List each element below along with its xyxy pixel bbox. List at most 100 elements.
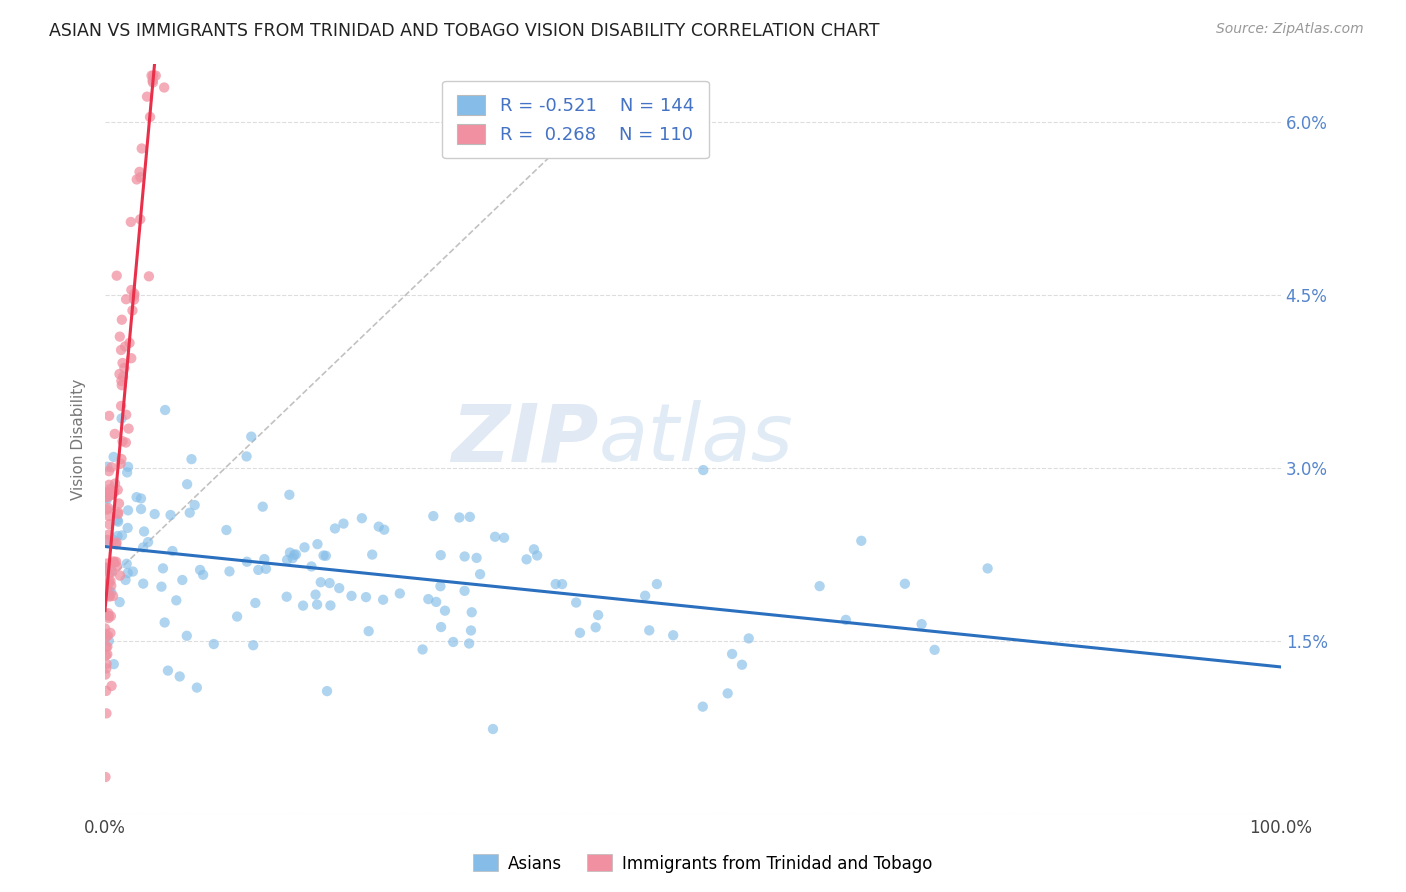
Point: [150, 580, 173, 594]
Point: [101, 565, 124, 579]
Point: [131, 141, 153, 155]
Point: [136, 535, 159, 549]
Point: [180, 452, 202, 467]
Point: [132, 541, 155, 555]
Point: [104, 426, 127, 441]
Point: [97, 488, 120, 502]
Point: [328, 581, 350, 595]
Point: [107, 529, 129, 543]
Point: [202, 637, 225, 651]
Point: [96, 564, 118, 578]
Point: [172, 573, 194, 587]
Legend: Asians, Immigrants from Trinidad and Tobago: Asians, Immigrants from Trinidad and Tob…: [467, 847, 939, 880]
Point: [108, 329, 131, 343]
Point: [98, 590, 121, 604]
Point: [115, 435, 138, 450]
Point: [103, 450, 125, 464]
Point: [494, 531, 516, 545]
Point: [107, 507, 129, 521]
Point: [103, 533, 125, 547]
Point: [117, 422, 139, 436]
Text: Source: ZipAtlas.com: Source: ZipAtlas.com: [1216, 22, 1364, 37]
Point: [482, 722, 505, 736]
Point: [98, 409, 121, 423]
Point: [429, 548, 451, 562]
Point: [153, 80, 176, 95]
Point: [316, 684, 339, 698]
Point: [176, 477, 198, 491]
Point: [96, 557, 118, 571]
Point: [910, 617, 932, 632]
Point: [111, 528, 134, 542]
Point: [371, 592, 394, 607]
Point: [453, 583, 475, 598]
Point: [312, 549, 335, 563]
Point: [94, 561, 117, 575]
Point: [460, 624, 482, 638]
Point: [96, 661, 118, 675]
Point: [461, 605, 484, 619]
Point: [115, 466, 138, 480]
Point: [108, 496, 131, 510]
Point: [152, 561, 174, 575]
Point: [441, 635, 464, 649]
Point: [284, 547, 307, 561]
Point: [429, 579, 451, 593]
Point: [433, 604, 456, 618]
Point: [307, 598, 329, 612]
Point: [105, 537, 128, 551]
Point: [103, 657, 125, 672]
Point: [568, 625, 591, 640]
Point: [105, 555, 128, 569]
Point: [253, 552, 276, 566]
Point: [315, 549, 337, 563]
Point: [808, 579, 831, 593]
Point: [100, 626, 122, 640]
Point: [112, 361, 135, 376]
Point: [98, 482, 121, 496]
Point: [240, 429, 263, 443]
Point: [142, 75, 165, 89]
Point: [96, 684, 118, 698]
Point: [523, 542, 546, 557]
Point: [107, 513, 129, 527]
Point: [97, 487, 120, 501]
Point: [98, 477, 121, 491]
Point: [94, 640, 117, 654]
Point: [245, 596, 267, 610]
Point: [111, 434, 134, 449]
Point: [357, 624, 380, 639]
Point: [254, 562, 277, 576]
Text: atlas: atlas: [599, 400, 793, 478]
Point: [638, 624, 661, 638]
Point: [143, 507, 166, 521]
Point: [121, 303, 143, 318]
Point: [94, 627, 117, 641]
Point: [278, 488, 301, 502]
Point: [111, 356, 134, 370]
Point: [108, 568, 131, 582]
Point: [94, 607, 117, 622]
Point: [835, 613, 858, 627]
Point: [97, 485, 120, 500]
Point: [121, 565, 143, 579]
Point: [110, 343, 132, 357]
Point: [117, 521, 139, 535]
Point: [276, 553, 298, 567]
Point: [138, 269, 160, 284]
Point: [634, 589, 657, 603]
Point: [526, 549, 548, 563]
Point: [247, 563, 270, 577]
Point: [458, 509, 481, 524]
Point: [226, 609, 249, 624]
Point: [153, 403, 176, 417]
Point: [281, 551, 304, 566]
Point: [165, 593, 187, 607]
Point: [332, 516, 354, 531]
Point: [96, 640, 118, 654]
Point: [468, 567, 491, 582]
Point: [425, 595, 447, 609]
Point: [418, 592, 440, 607]
Point: [183, 498, 205, 512]
Point: [309, 575, 332, 590]
